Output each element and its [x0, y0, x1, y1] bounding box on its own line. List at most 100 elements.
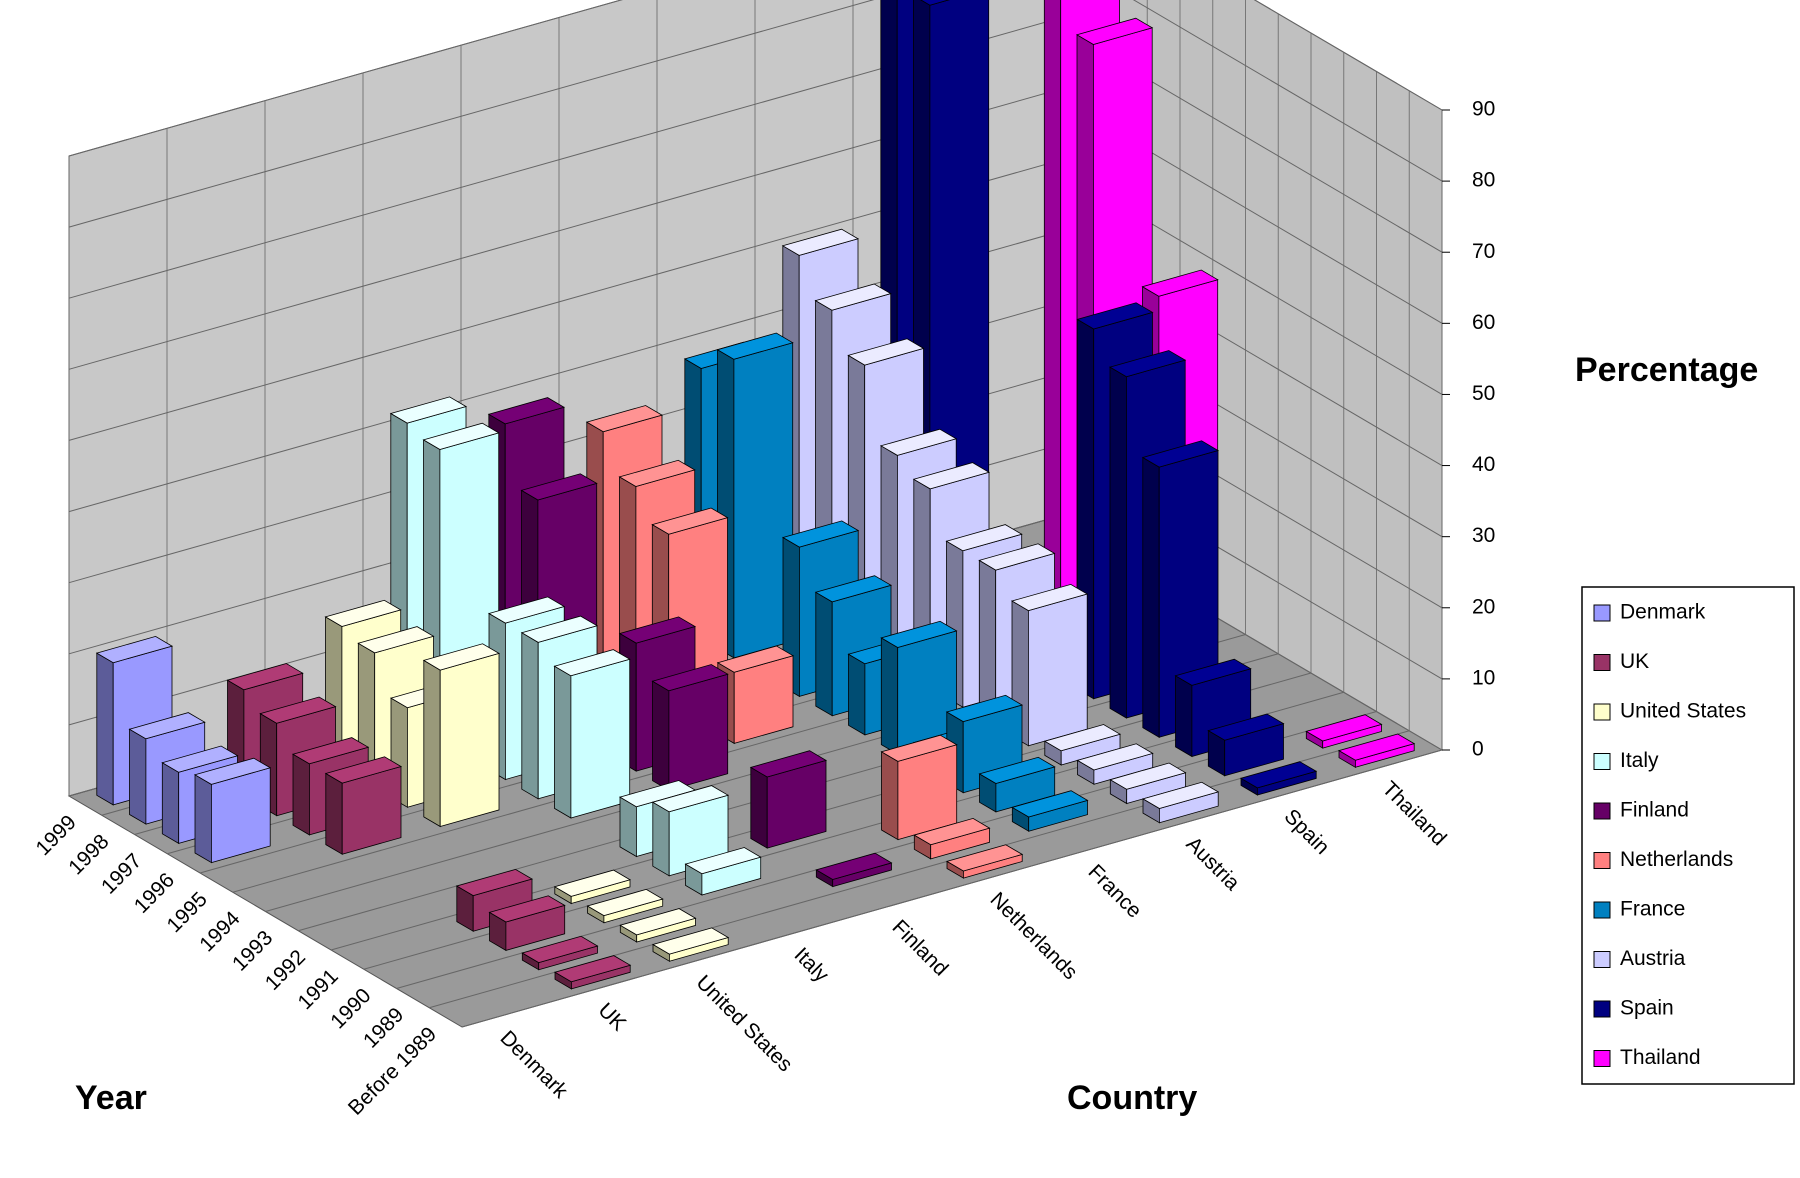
- bar-top: [1108, 350, 1187, 378]
- bar: [945, 844, 1024, 879]
- bar-top: [553, 649, 631, 677]
- bar-top: [161, 745, 239, 773]
- bar-top: [781, 228, 860, 256]
- bar: [716, 645, 795, 745]
- legend-swatch: [1593, 1050, 1611, 1067]
- bar-top: [814, 575, 893, 603]
- bar-top: [619, 908, 697, 936]
- bar-side: [1109, 366, 1127, 719]
- y-tick-label: 70: [1472, 240, 1495, 263]
- y-tick-label: 50: [1472, 382, 1495, 405]
- bar-top: [879, 428, 958, 456]
- bar-front: [439, 652, 500, 828]
- bar-top: [1337, 733, 1416, 761]
- bar-side: [292, 753, 310, 836]
- legend-label: Spain: [1620, 997, 1674, 1020]
- bar: [1141, 440, 1220, 738]
- bar: [880, 734, 958, 841]
- bar-front: [668, 673, 729, 791]
- country-label: Denmark: [496, 1026, 573, 1103]
- bar-top: [1174, 658, 1252, 686]
- bar: [1011, 790, 1089, 832]
- bar-side: [815, 591, 833, 717]
- country-label: Austria: [1182, 832, 1245, 895]
- bar: [880, 620, 958, 755]
- bar: [553, 649, 631, 819]
- bar-top: [487, 596, 566, 624]
- bar-top: [880, 734, 958, 762]
- bar-top: [585, 405, 664, 433]
- bar-top: [920, 0, 950, 6]
- bar: [651, 785, 730, 877]
- bar: [553, 955, 632, 990]
- legend-label: Thailand: [1620, 1046, 1701, 1069]
- bar-side: [880, 637, 899, 755]
- bar-top: [749, 750, 828, 778]
- bar-top: [912, 462, 991, 490]
- bar-top: [1076, 302, 1154, 330]
- bar-top: [716, 645, 795, 673]
- bar-side: [96, 652, 114, 806]
- bar-side: [848, 653, 866, 736]
- bar-top: [291, 737, 370, 765]
- bar-side: [325, 772, 343, 855]
- bar-top: [684, 847, 762, 875]
- bar-top: [716, 332, 794, 360]
- legend-swatch: [1593, 1000, 1611, 1018]
- bar-top: [1010, 583, 1089, 612]
- bar: [1010, 583, 1089, 747]
- bar: [978, 756, 1056, 813]
- y-tick-label: 10: [1472, 666, 1495, 689]
- bar-top: [95, 635, 174, 664]
- bar-top: [1043, 724, 1122, 752]
- bar-top: [1141, 440, 1220, 468]
- bar-top: [422, 643, 501, 671]
- bar: [1239, 761, 1318, 796]
- bar: [749, 750, 828, 849]
- bar-top: [913, 817, 991, 846]
- country-label: France: [1084, 860, 1146, 922]
- bar-top: [815, 852, 893, 880]
- bar-top: [651, 664, 729, 692]
- country-label: Thailand: [1378, 777, 1451, 850]
- bar-front: [570, 658, 631, 819]
- legend-box: [1581, 586, 1795, 1085]
- bar-side: [129, 728, 147, 825]
- legend: Denmark UK United States Italy Finland Nether…: [1593, 601, 1746, 1069]
- bar-top: [1011, 790, 1089, 818]
- bar: [619, 908, 697, 943]
- bar-top: [226, 663, 304, 691]
- bar-top: [357, 626, 435, 654]
- bar-side: [652, 680, 670, 791]
- bar: [1337, 733, 1416, 768]
- bar-side: [554, 665, 572, 819]
- bar-side: [1175, 675, 1193, 758]
- bar: [521, 935, 599, 971]
- bar: [651, 927, 730, 962]
- y-tick-label: 90: [1472, 98, 1495, 121]
- bar-top: [1305, 714, 1383, 742]
- bar-top: [1076, 743, 1154, 771]
- bar-top: [422, 422, 500, 450]
- bar-top: [1109, 762, 1187, 790]
- legend-label: Italy: [1620, 749, 1659, 772]
- bar: [422, 643, 501, 828]
- y-tick-label: 20: [1472, 595, 1495, 618]
- bar: [553, 869, 632, 905]
- bar-top: [520, 473, 598, 501]
- bar: [1305, 714, 1383, 749]
- bar-side: [423, 659, 441, 828]
- bar-top: [455, 868, 534, 897]
- bar-side: [161, 762, 180, 845]
- grid-line: [68, 0, 1443, 228]
- bar-side: [619, 796, 637, 858]
- legend-swatch: [1593, 703, 1611, 721]
- bar: [913, 817, 991, 860]
- country-axis-title: Country: [1067, 1079, 1197, 1117]
- bar-top: [945, 524, 1023, 552]
- bar-top: [945, 694, 1024, 723]
- legend-label: UK: [1620, 650, 1649, 673]
- y-tick-label: 30: [1472, 524, 1495, 547]
- legend-label: France: [1620, 898, 1685, 921]
